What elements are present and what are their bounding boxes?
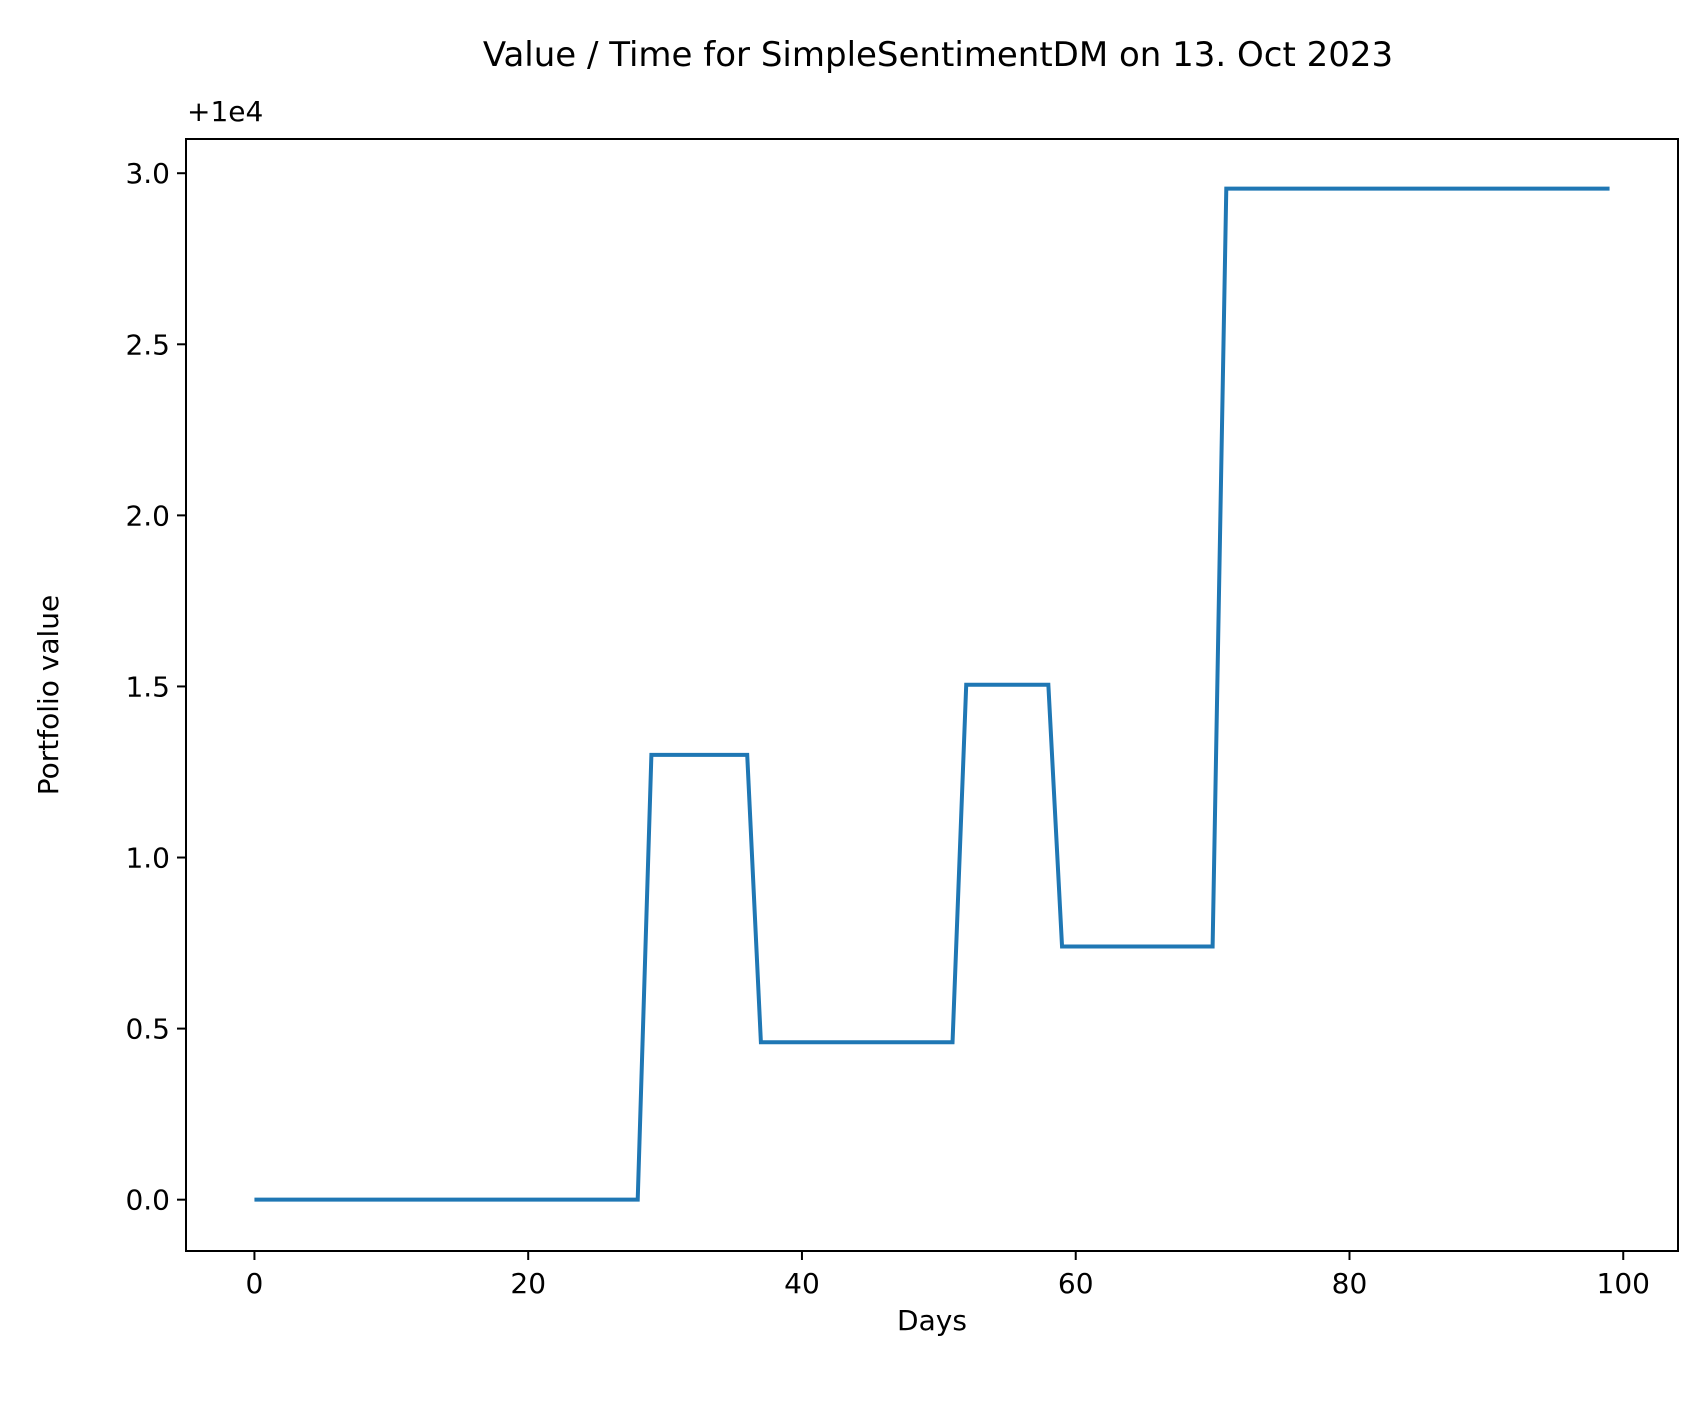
- y-axis-label: Portfolio value: [32, 595, 65, 796]
- y-tick-label: 1.5: [125, 670, 170, 703]
- y-tick-label: 2.5: [125, 328, 170, 361]
- y-tick-label: 1.0: [125, 842, 170, 875]
- y-tick-label: 2.0: [125, 499, 170, 532]
- y-tick-label: 3.0: [125, 157, 170, 190]
- series-line-0: [254, 186, 1610, 1202]
- chart-title: Value / Time for SimpleSentimentDM on 13…: [483, 35, 1393, 75]
- y-offset-text: +1e4: [187, 95, 263, 128]
- x-axis-label: Days: [897, 1304, 967, 1337]
- x-tick-label: 100: [1597, 1267, 1650, 1300]
- x-tick-label: 20: [510, 1267, 546, 1300]
- axes-frame: [185, 138, 1679, 1252]
- y-tick-label: 0.0: [125, 1184, 170, 1217]
- y-tick-label: 0.5: [125, 1013, 170, 1046]
- plot-area: [254, 186, 1610, 1202]
- y-axis: 0.0 0.5 1.0 1.5 2.0 2.5 3.0: [125, 157, 186, 1217]
- x-axis: 0 20 40 60 80 100: [246, 1251, 1650, 1300]
- x-tick-label: 80: [1332, 1267, 1368, 1300]
- x-tick-label: 40: [784, 1267, 820, 1300]
- x-tick-label: 60: [1058, 1267, 1094, 1300]
- x-tick-label: 0: [246, 1267, 264, 1300]
